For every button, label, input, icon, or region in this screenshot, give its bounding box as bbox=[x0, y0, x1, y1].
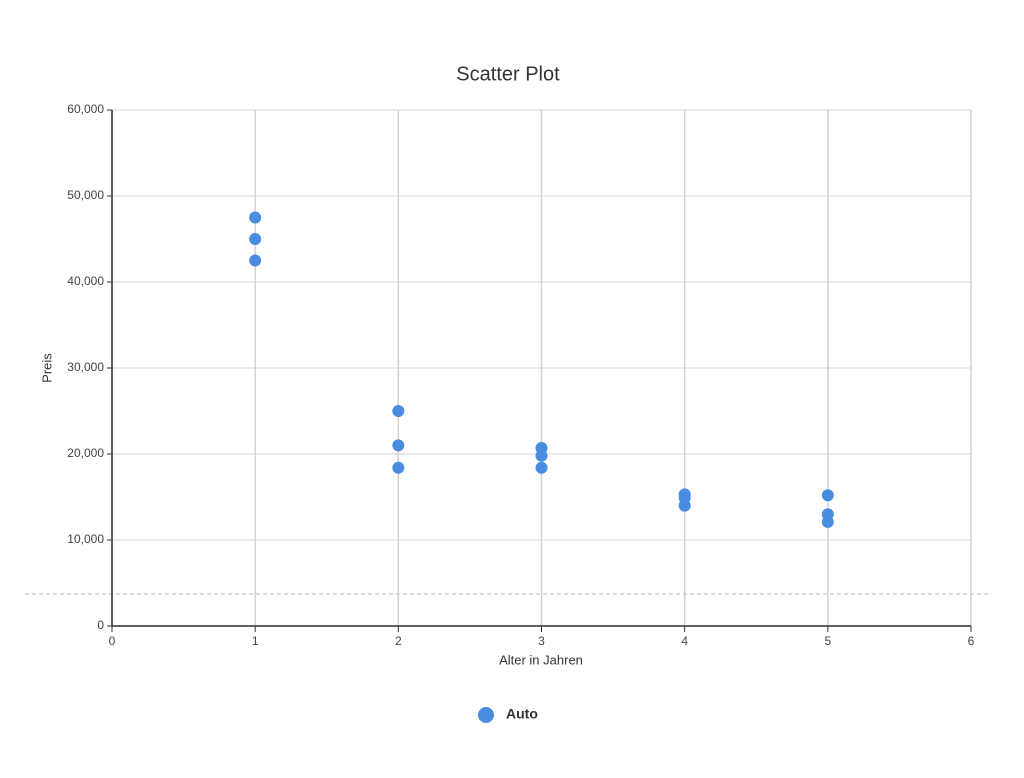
y-tick-label: 10,000 bbox=[67, 532, 104, 546]
point bbox=[249, 211, 262, 224]
x-tick-label: 3 bbox=[538, 634, 545, 648]
y-tick-label: 30,000 bbox=[67, 360, 104, 374]
point bbox=[392, 461, 405, 474]
y-tick-label: 20,000 bbox=[67, 446, 104, 460]
legend-marker bbox=[478, 707, 494, 723]
point bbox=[535, 449, 548, 462]
point bbox=[249, 233, 262, 245]
y-tick-label: 40,000 bbox=[67, 274, 104, 288]
point bbox=[535, 461, 548, 474]
point bbox=[392, 439, 405, 452]
y-axis-label: Preis bbox=[39, 353, 54, 383]
y-tick-label: 50,000 bbox=[67, 188, 104, 202]
point bbox=[392, 405, 405, 417]
x-axis-label: Alter in Jahren bbox=[499, 652, 583, 667]
x-tick-label: 5 bbox=[824, 634, 831, 648]
y-tick-label: 60,000 bbox=[67, 102, 104, 116]
x-tick-label: 1 bbox=[252, 634, 259, 648]
legend-label: Auto bbox=[506, 706, 538, 722]
point bbox=[821, 515, 834, 528]
x-tick-label: 0 bbox=[109, 634, 116, 648]
point bbox=[821, 489, 834, 502]
point bbox=[249, 254, 262, 267]
chart-title: Scatter Plot bbox=[456, 63, 560, 85]
point bbox=[678, 499, 691, 512]
x-tick-label: 2 bbox=[395, 634, 402, 648]
x-tick-label: 6 bbox=[968, 634, 975, 648]
x-tick-label: 4 bbox=[681, 634, 688, 648]
y-tick-label: 0 bbox=[97, 618, 104, 632]
